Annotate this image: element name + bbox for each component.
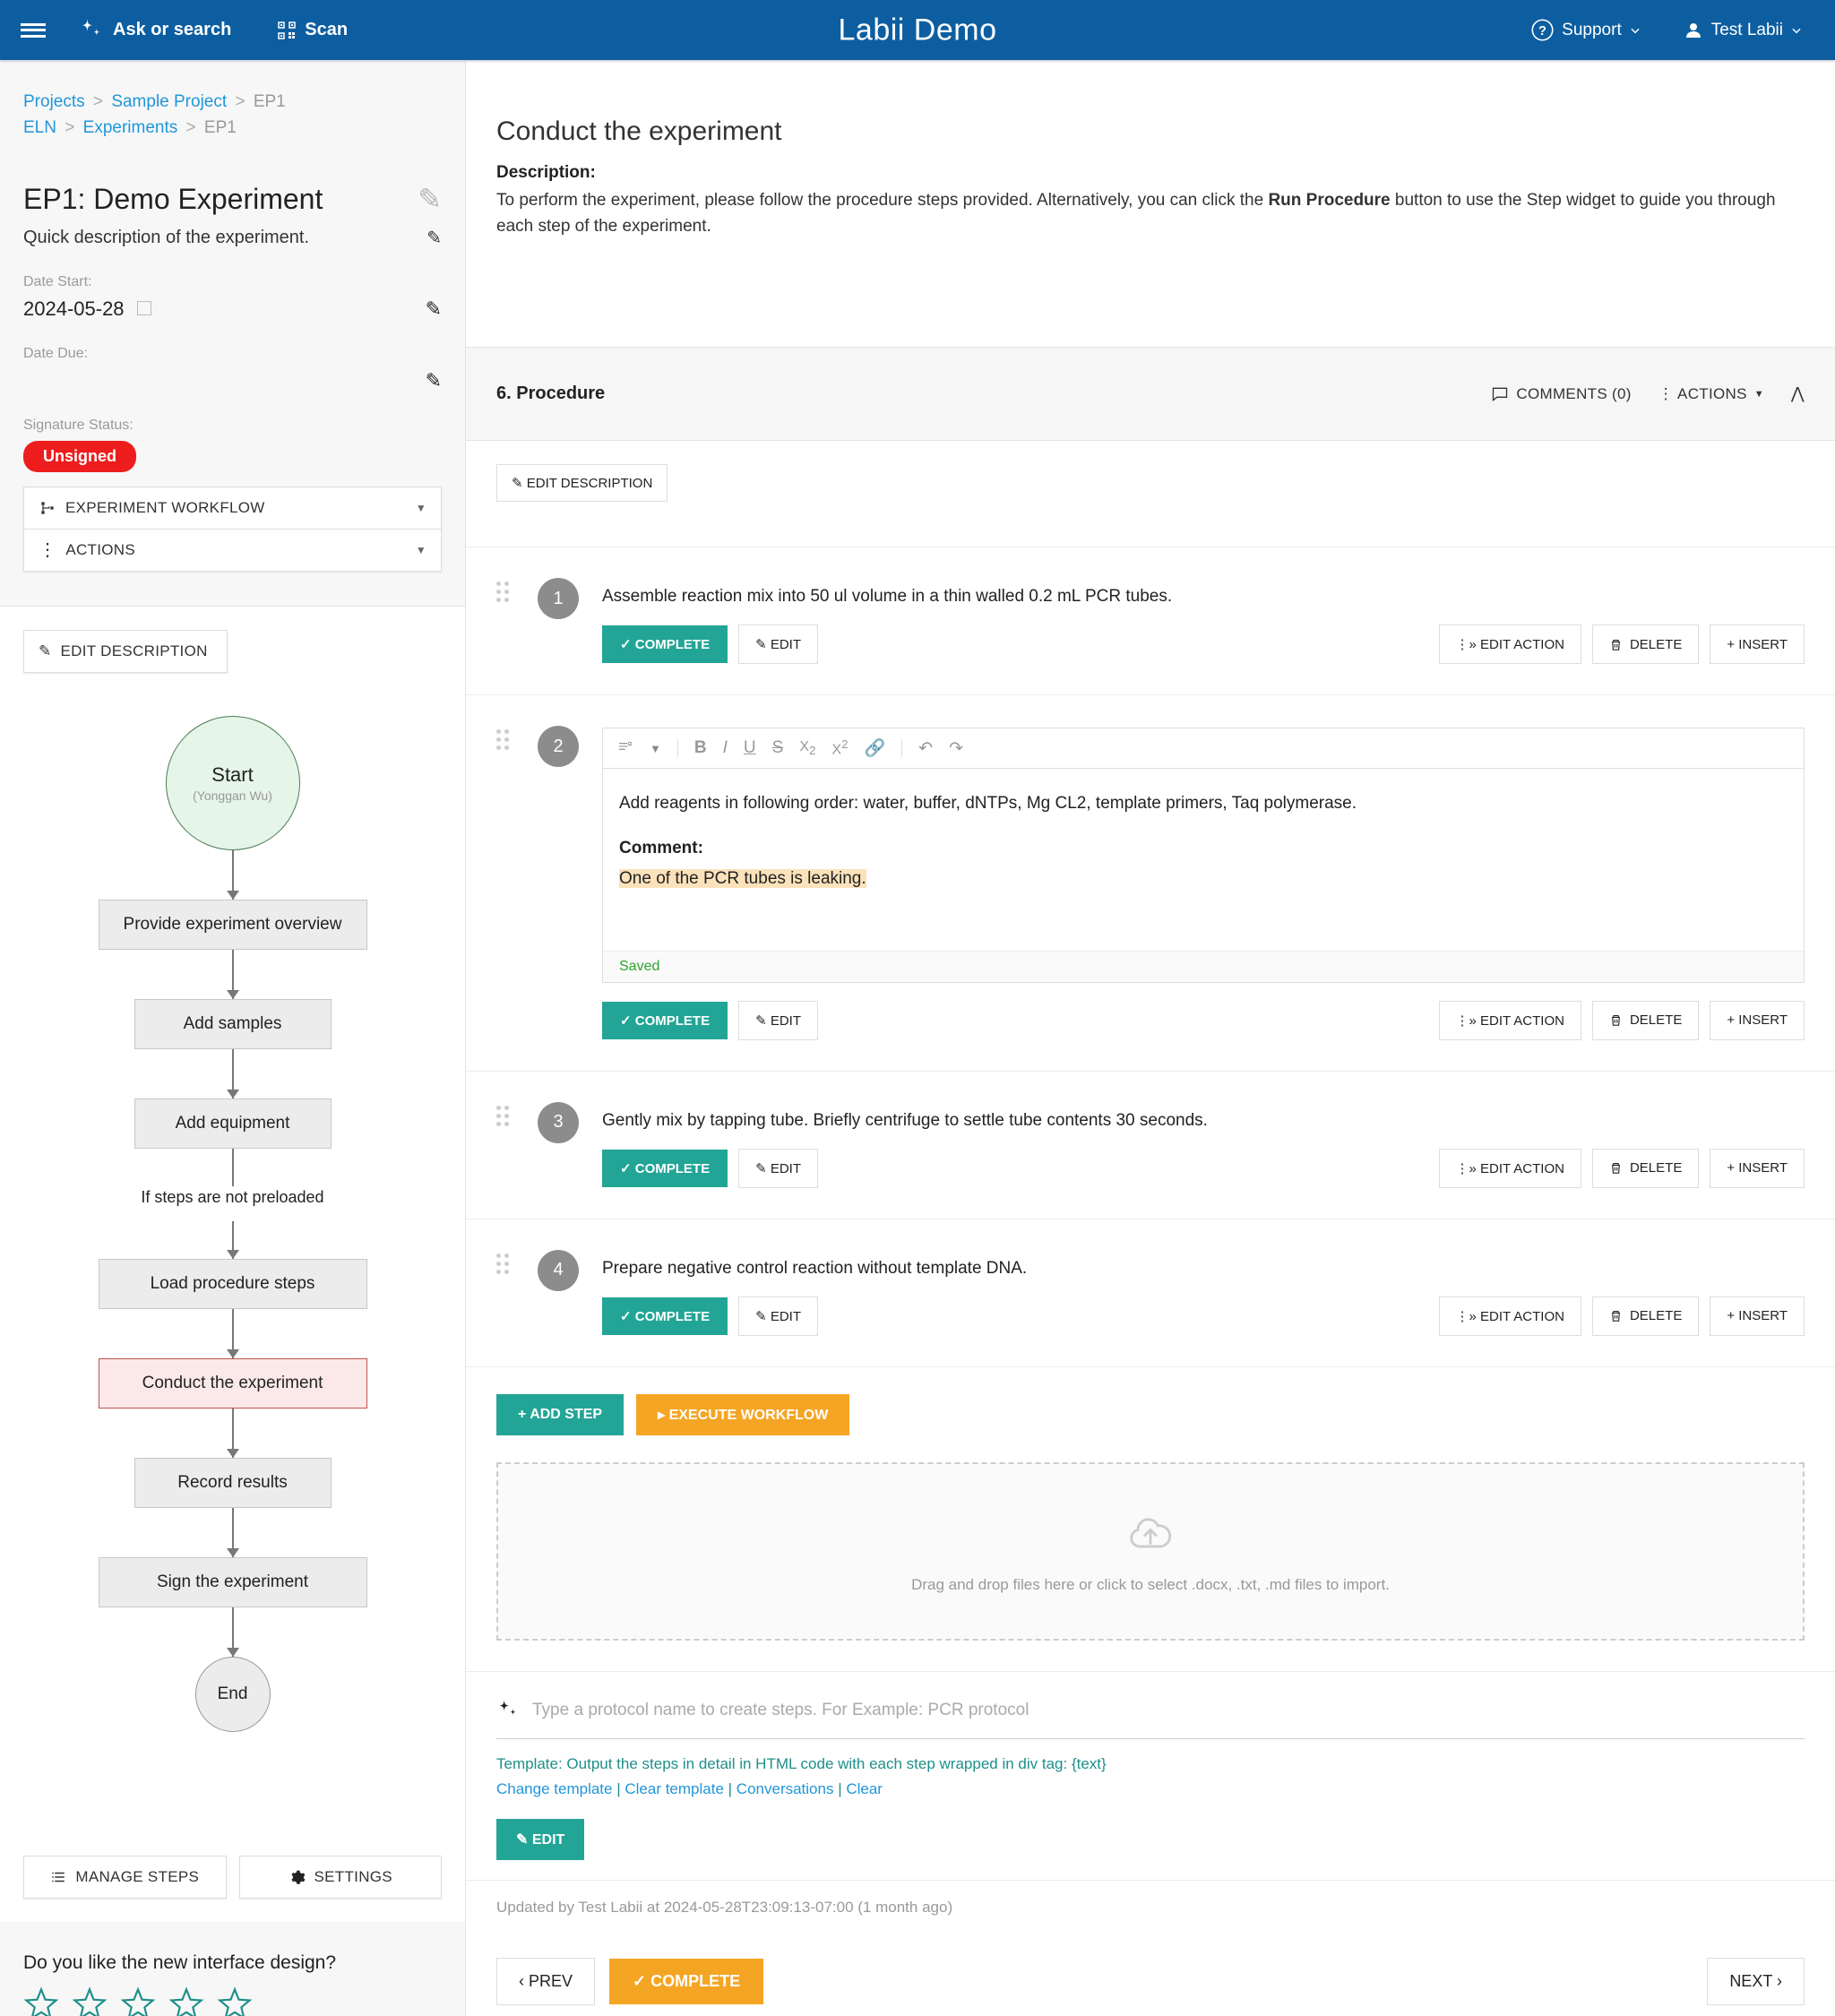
svg-text:?: ? — [1538, 24, 1546, 39]
